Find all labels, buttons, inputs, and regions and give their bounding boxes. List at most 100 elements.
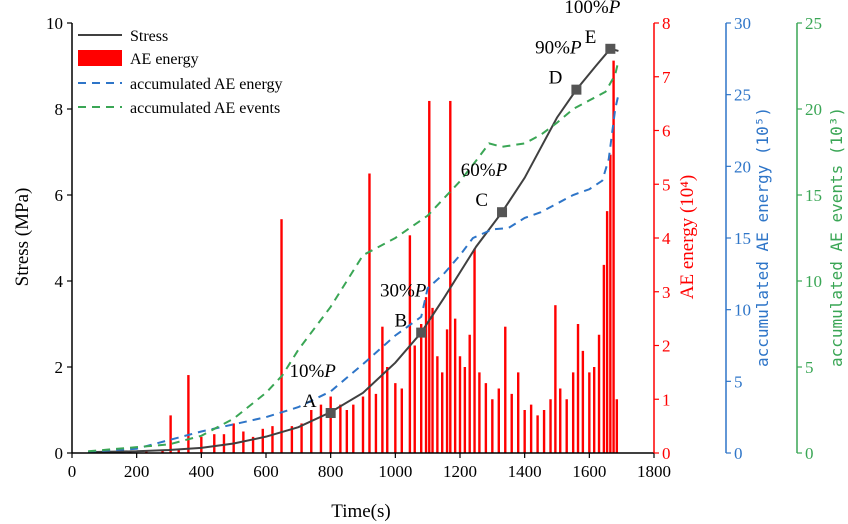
ae-energy-bar <box>300 423 303 453</box>
x-tick-label: 0 <box>68 462 77 481</box>
y-tick-label-acc-events: 0 <box>805 444 814 463</box>
y-tick-label-acc-events: 10 <box>805 272 822 291</box>
ae-energy-bar <box>187 375 190 453</box>
ae-energy-bar <box>232 423 235 453</box>
legend: Stress AE energy accumulated AE energy a… <box>78 28 283 117</box>
y-tick-label-ae-energy: 2 <box>662 337 671 356</box>
y-tick-label-ae-energy: 7 <box>662 68 671 87</box>
ae-energy-bar <box>554 305 557 453</box>
ae-energy-bar <box>510 393 513 454</box>
stage-marker-label: E <box>585 27 597 48</box>
x-tick-label: 400 <box>189 462 215 481</box>
x-tick-label: 1600 <box>572 462 606 481</box>
legend-label-stress: Stress <box>130 28 168 45</box>
y-tick-label-acc-energy: 15 <box>734 229 751 248</box>
y-tick-label-ae-energy: 5 <box>662 175 671 194</box>
ae-energy-bar <box>213 434 216 453</box>
ae-energy-bar <box>424 297 428 454</box>
y-axis-title-acc-events: accumulated AE events (10³) <box>827 107 846 367</box>
y-tick-label-acc-energy: 25 <box>734 86 751 105</box>
ae-energy-bar <box>609 154 612 453</box>
legend-swatch-ae-energy <box>78 50 122 66</box>
ae-energy-bar <box>463 367 467 453</box>
stage-marker-label: D <box>549 68 563 89</box>
ae-energy-bar <box>400 388 403 453</box>
ae-energy-bar <box>468 334 471 453</box>
y-tick-label-acc-events: 15 <box>805 186 822 205</box>
ae-energy-bar <box>453 318 457 454</box>
stage-marker-percent: 60%P <box>461 160 508 181</box>
ae-energy-bar <box>484 383 488 454</box>
ae-energy-bar <box>431 307 434 454</box>
ae-energy-bar <box>145 450 148 453</box>
ae-energy-bar <box>222 434 226 453</box>
stage-markers: A 10%P B 30%P C 60%P D 90%PE 100%P <box>289 0 621 419</box>
ae-energy-bar <box>386 367 389 453</box>
ae-energy-bar <box>497 388 500 453</box>
ae-energy-bar <box>504 326 507 453</box>
y-tick-label-acc-events: 5 <box>805 358 814 377</box>
ae-energy-bar <box>339 404 342 454</box>
ae-energy-bar <box>565 399 568 453</box>
legend-label-acc-events: accumulated AE events <box>130 100 280 117</box>
ae-energy-bar <box>536 415 539 454</box>
series-line-accumulated-ae-energy <box>88 94 620 453</box>
ae-energy-bar <box>458 356 462 453</box>
ae-energy-bar <box>529 404 533 454</box>
y-tick-label-ae-energy: 0 <box>662 444 671 463</box>
ae-energy-bar <box>523 410 526 453</box>
series-lines <box>88 47 620 454</box>
x-tick-label: 800 <box>318 462 344 481</box>
y-tick-label-acc-events: 25 <box>805 14 822 33</box>
legend-label-ae-energy: AE energy <box>130 51 199 68</box>
ae-energy-bar <box>597 334 601 453</box>
ae-energy-bar <box>602 264 606 454</box>
ae-energy-bar <box>542 410 546 453</box>
ae-energy-bar <box>361 396 365 453</box>
ae-energy-bar <box>169 415 172 454</box>
y-tick-label-ae-energy: 3 <box>662 283 671 302</box>
stage-marker-percent: 100%P <box>564 0 620 18</box>
ae-energy-bar <box>374 393 378 454</box>
y-tick-label-stress: 6 <box>55 186 64 205</box>
ae-energy-bar <box>251 436 255 454</box>
ae-energy-bars <box>96 60 619 454</box>
stage-marker-label: C <box>475 190 488 211</box>
series-line-stress <box>88 47 619 454</box>
ae-energy-bar <box>161 450 164 453</box>
ae-energy-bar <box>200 436 203 454</box>
x-tick-label: 1800 <box>637 462 671 481</box>
y-tick-label-ae-energy: 4 <box>662 229 671 248</box>
stage-marker-percent: 90%P <box>535 38 582 59</box>
legend-label-acc-energy: accumulated AE energy <box>130 76 283 93</box>
y-axis-title-ae-energy: AE energy (10⁴) <box>677 175 698 299</box>
ae-energy-bar <box>290 426 294 454</box>
x-tick-label: 1400 <box>508 462 542 481</box>
ae-energy-bar <box>381 326 384 453</box>
y-axis-title-stress: Stress (MPa) <box>12 188 33 287</box>
ae-energy-bar <box>615 399 619 453</box>
y-tick-label-acc-energy: 0 <box>734 444 743 463</box>
stage-marker-point <box>571 84 582 95</box>
ae-energy-bar <box>436 356 439 453</box>
y-tick-label-stress: 4 <box>55 272 64 291</box>
ae-energy-bar <box>605 211 609 454</box>
y-tick-label-acc-energy: 5 <box>734 372 743 391</box>
y-tick-label-ae-energy: 6 <box>662 122 671 141</box>
stage-marker-label: A <box>303 391 317 412</box>
stage-marker-point <box>605 43 616 54</box>
ae-energy-bar <box>352 404 355 454</box>
ae-energy-bar <box>413 345 416 453</box>
stage-marker-label: B <box>395 311 408 332</box>
ae-energy-bar <box>441 372 444 454</box>
ae-energy-bar <box>473 248 476 453</box>
y-tick-label-acc-energy: 30 <box>734 14 751 33</box>
stage-marker-point <box>325 408 336 419</box>
ae-energy-bar <box>345 410 349 453</box>
x-tick-label: 200 <box>124 462 150 481</box>
ae-energy-bar <box>310 410 313 453</box>
x-tick-label: 600 <box>253 462 279 481</box>
ae-energy-bar <box>517 372 520 454</box>
